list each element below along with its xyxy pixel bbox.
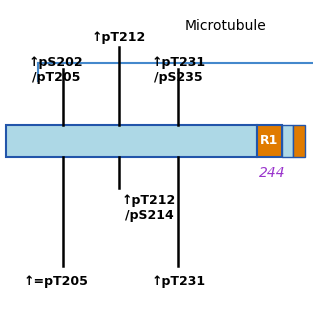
Text: ↑pT212
/pS214: ↑pT212 /pS214	[122, 194, 176, 222]
Bar	[257, 125, 282, 156]
Text: ↑=pT205: ↑=pT205	[24, 275, 89, 289]
Text: ↑pT231
/pS235: ↑pT231 /pS235	[151, 56, 205, 84]
Text: ↑pT231: ↑pT231	[151, 275, 205, 289]
Text: Microtubule: Microtubule	[184, 19, 266, 33]
Text: 244: 244	[259, 166, 286, 180]
Bar	[282, 125, 293, 156]
Text: R1: R1	[260, 134, 278, 147]
Text: ↑pT212: ↑pT212	[92, 31, 146, 44]
Bar	[293, 125, 305, 156]
Bar	[6, 125, 257, 156]
Text: ↑pS202
/pT205: ↑pS202 /pT205	[29, 56, 84, 84]
